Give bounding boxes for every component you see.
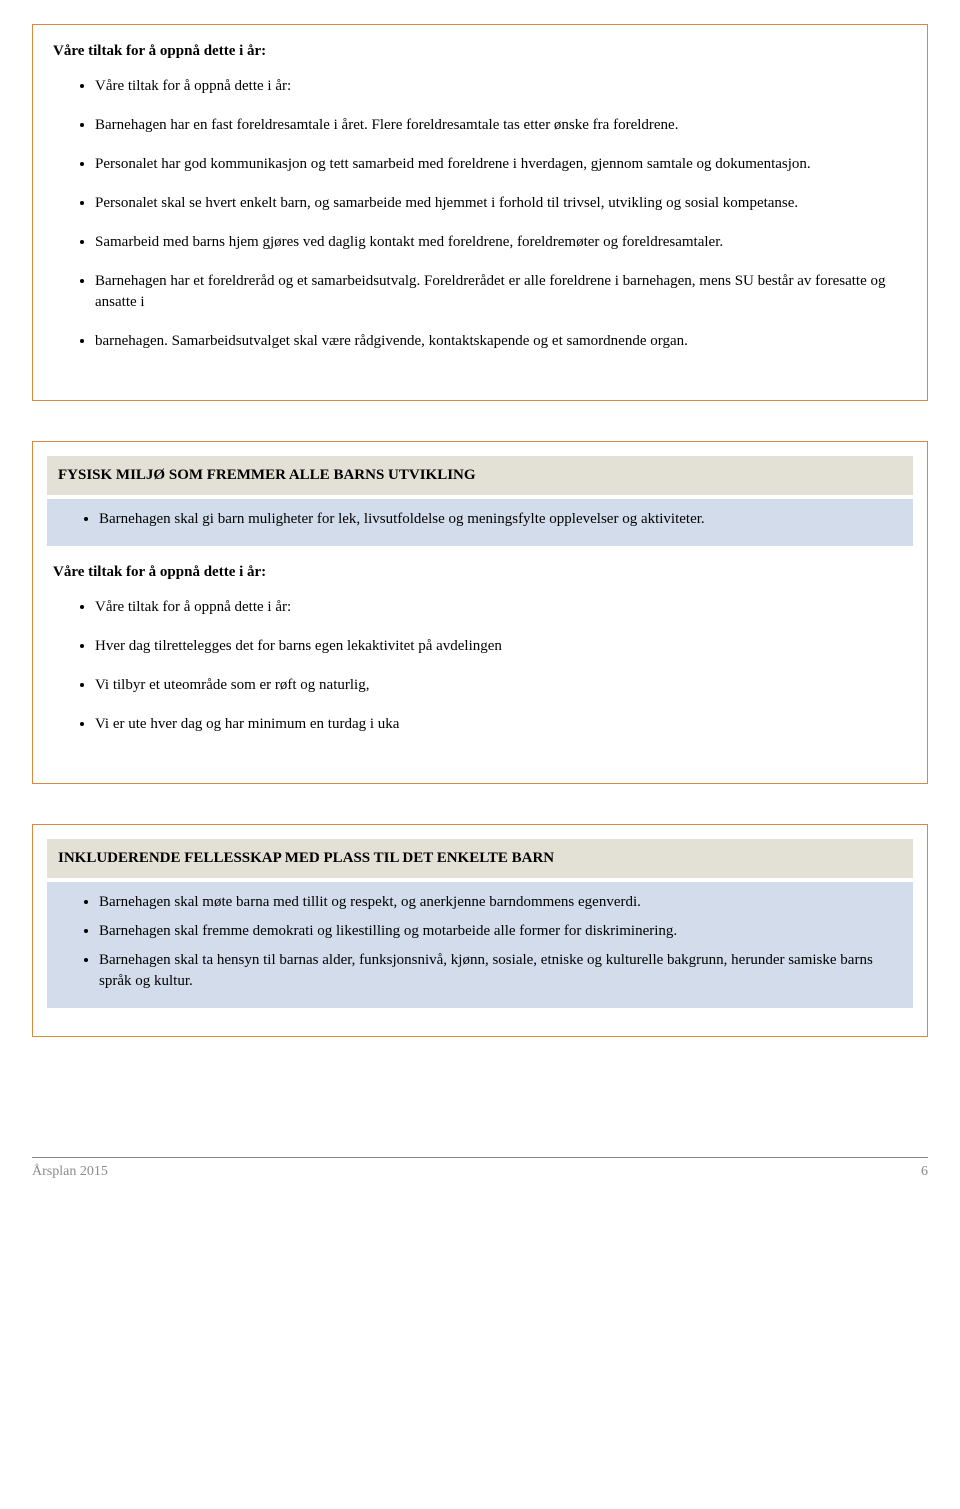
- list-item: Vi tilbyr et uteområde som er røft og na…: [95, 675, 907, 696]
- footer-page-number: 6: [921, 1162, 928, 1182]
- list-item: Personalet skal se hvert enkelt barn, og…: [95, 193, 907, 214]
- list-item: Hver dag tilrettelegges det for barns eg…: [95, 636, 907, 657]
- list-item: Barnehagen skal fremme demokrati og like…: [99, 921, 903, 942]
- list-item: barnehagen. Samarbeidsutvalget skal være…: [95, 331, 907, 352]
- list-item: Våre tiltak for å oppnå dette i år:: [95, 597, 907, 618]
- box3-title-bar: INKLUDERENDE FELLESSKAP MED PLASS TIL DE…: [47, 839, 913, 878]
- fysisk-miljo-box: FYSISK MILJØ SOM FREMMER ALLE BARNS UTVI…: [32, 441, 928, 784]
- list-item: Personalet har god kommunikasjon og tett…: [95, 154, 907, 175]
- box1-content: Våre tiltak for å oppnå dette i år: Våre…: [47, 39, 913, 372]
- list-item: Barnehagen har en fast foreldresamtale i…: [95, 115, 907, 136]
- box2-title-bar: FYSISK MILJØ SOM FREMMER ALLE BARNS UTVI…: [47, 456, 913, 495]
- list-item: Våre tiltak for å oppnå dette i år:: [95, 76, 907, 97]
- list-item: Barnehagen har et foreldreråd og et sama…: [95, 271, 907, 313]
- box3-blue-list: Barnehagen skal møte barna med tillit og…: [83, 892, 903, 992]
- page-footer: Årsplan 2015 6: [32, 1157, 928, 1182]
- box2-heading: Våre tiltak for å oppnå dette i år:: [53, 562, 907, 583]
- tiltak-box-1: Våre tiltak for å oppnå dette i år: Våre…: [32, 24, 928, 401]
- footer-left: Årsplan 2015: [32, 1162, 108, 1182]
- list-item: Barnehagen skal ta hensyn til barnas ald…: [99, 950, 903, 992]
- box2-content: Våre tiltak for å oppnå dette i år: Våre…: [47, 560, 913, 755]
- box3-blue-bar: Barnehagen skal møte barna med tillit og…: [47, 882, 913, 1008]
- box2-list: Våre tiltak for å oppnå dette i år: Hver…: [53, 597, 907, 735]
- inkluderende-fellesskap-box: INKLUDERENDE FELLESSKAP MED PLASS TIL DE…: [32, 824, 928, 1037]
- list-item: Barnehagen skal gi barn muligheter for l…: [99, 509, 903, 530]
- list-item: Vi er ute hver dag og har minimum en tur…: [95, 714, 907, 735]
- box1-heading: Våre tiltak for å oppnå dette i år:: [53, 41, 907, 62]
- list-item: Samarbeid med barns hjem gjøres ved dagl…: [95, 232, 907, 253]
- list-item: Barnehagen skal møte barna med tillit og…: [99, 892, 903, 913]
- box2-blue-list: Barnehagen skal gi barn muligheter for l…: [83, 509, 903, 530]
- box2-blue-bar: Barnehagen skal gi barn muligheter for l…: [47, 499, 913, 546]
- box1-list: Våre tiltak for å oppnå dette i år: Barn…: [53, 76, 907, 352]
